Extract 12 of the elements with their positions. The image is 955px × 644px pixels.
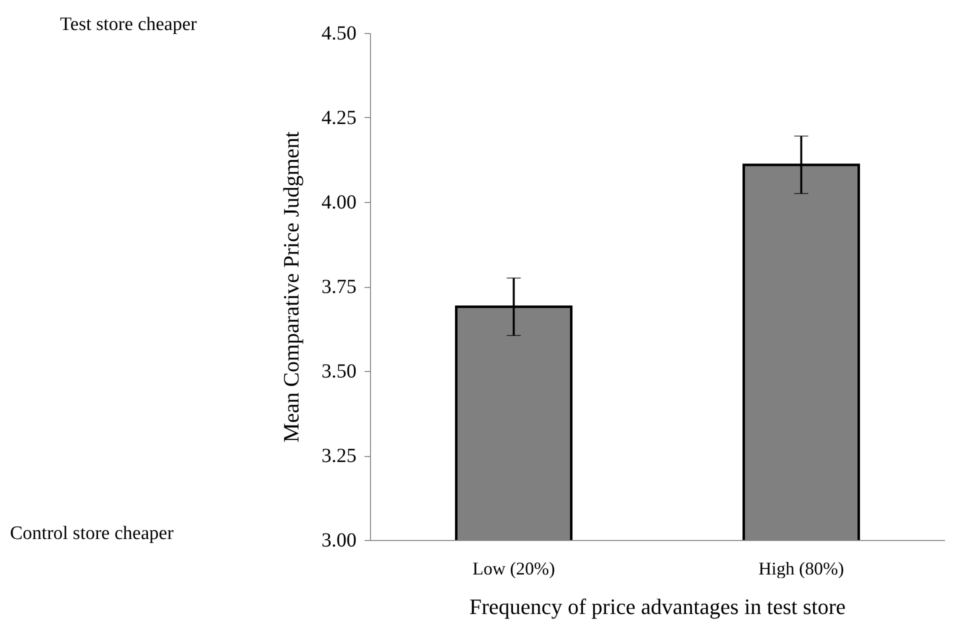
y-tick-label: 3.50 — [322, 360, 356, 382]
x-tick-label: Low (20%) — [472, 558, 555, 578]
y-tick-label: 3.75 — [322, 276, 356, 298]
y-axis-title: Mean Comparative Price Judgment — [278, 132, 304, 442]
y-tick-label: 4.00 — [322, 192, 356, 214]
y-tick-label: 4.25 — [322, 107, 356, 129]
x-axis-title: Frequency of price advantages in test store — [468, 594, 847, 620]
y-tick-label: 3.25 — [322, 445, 356, 467]
text: Test store cheaper — [60, 14, 197, 36]
y-tick-label: 4.50 — [322, 22, 356, 44]
text: Control store cheaper — [10, 523, 174, 545]
y-tick-label: 3.00 — [322, 530, 356, 552]
